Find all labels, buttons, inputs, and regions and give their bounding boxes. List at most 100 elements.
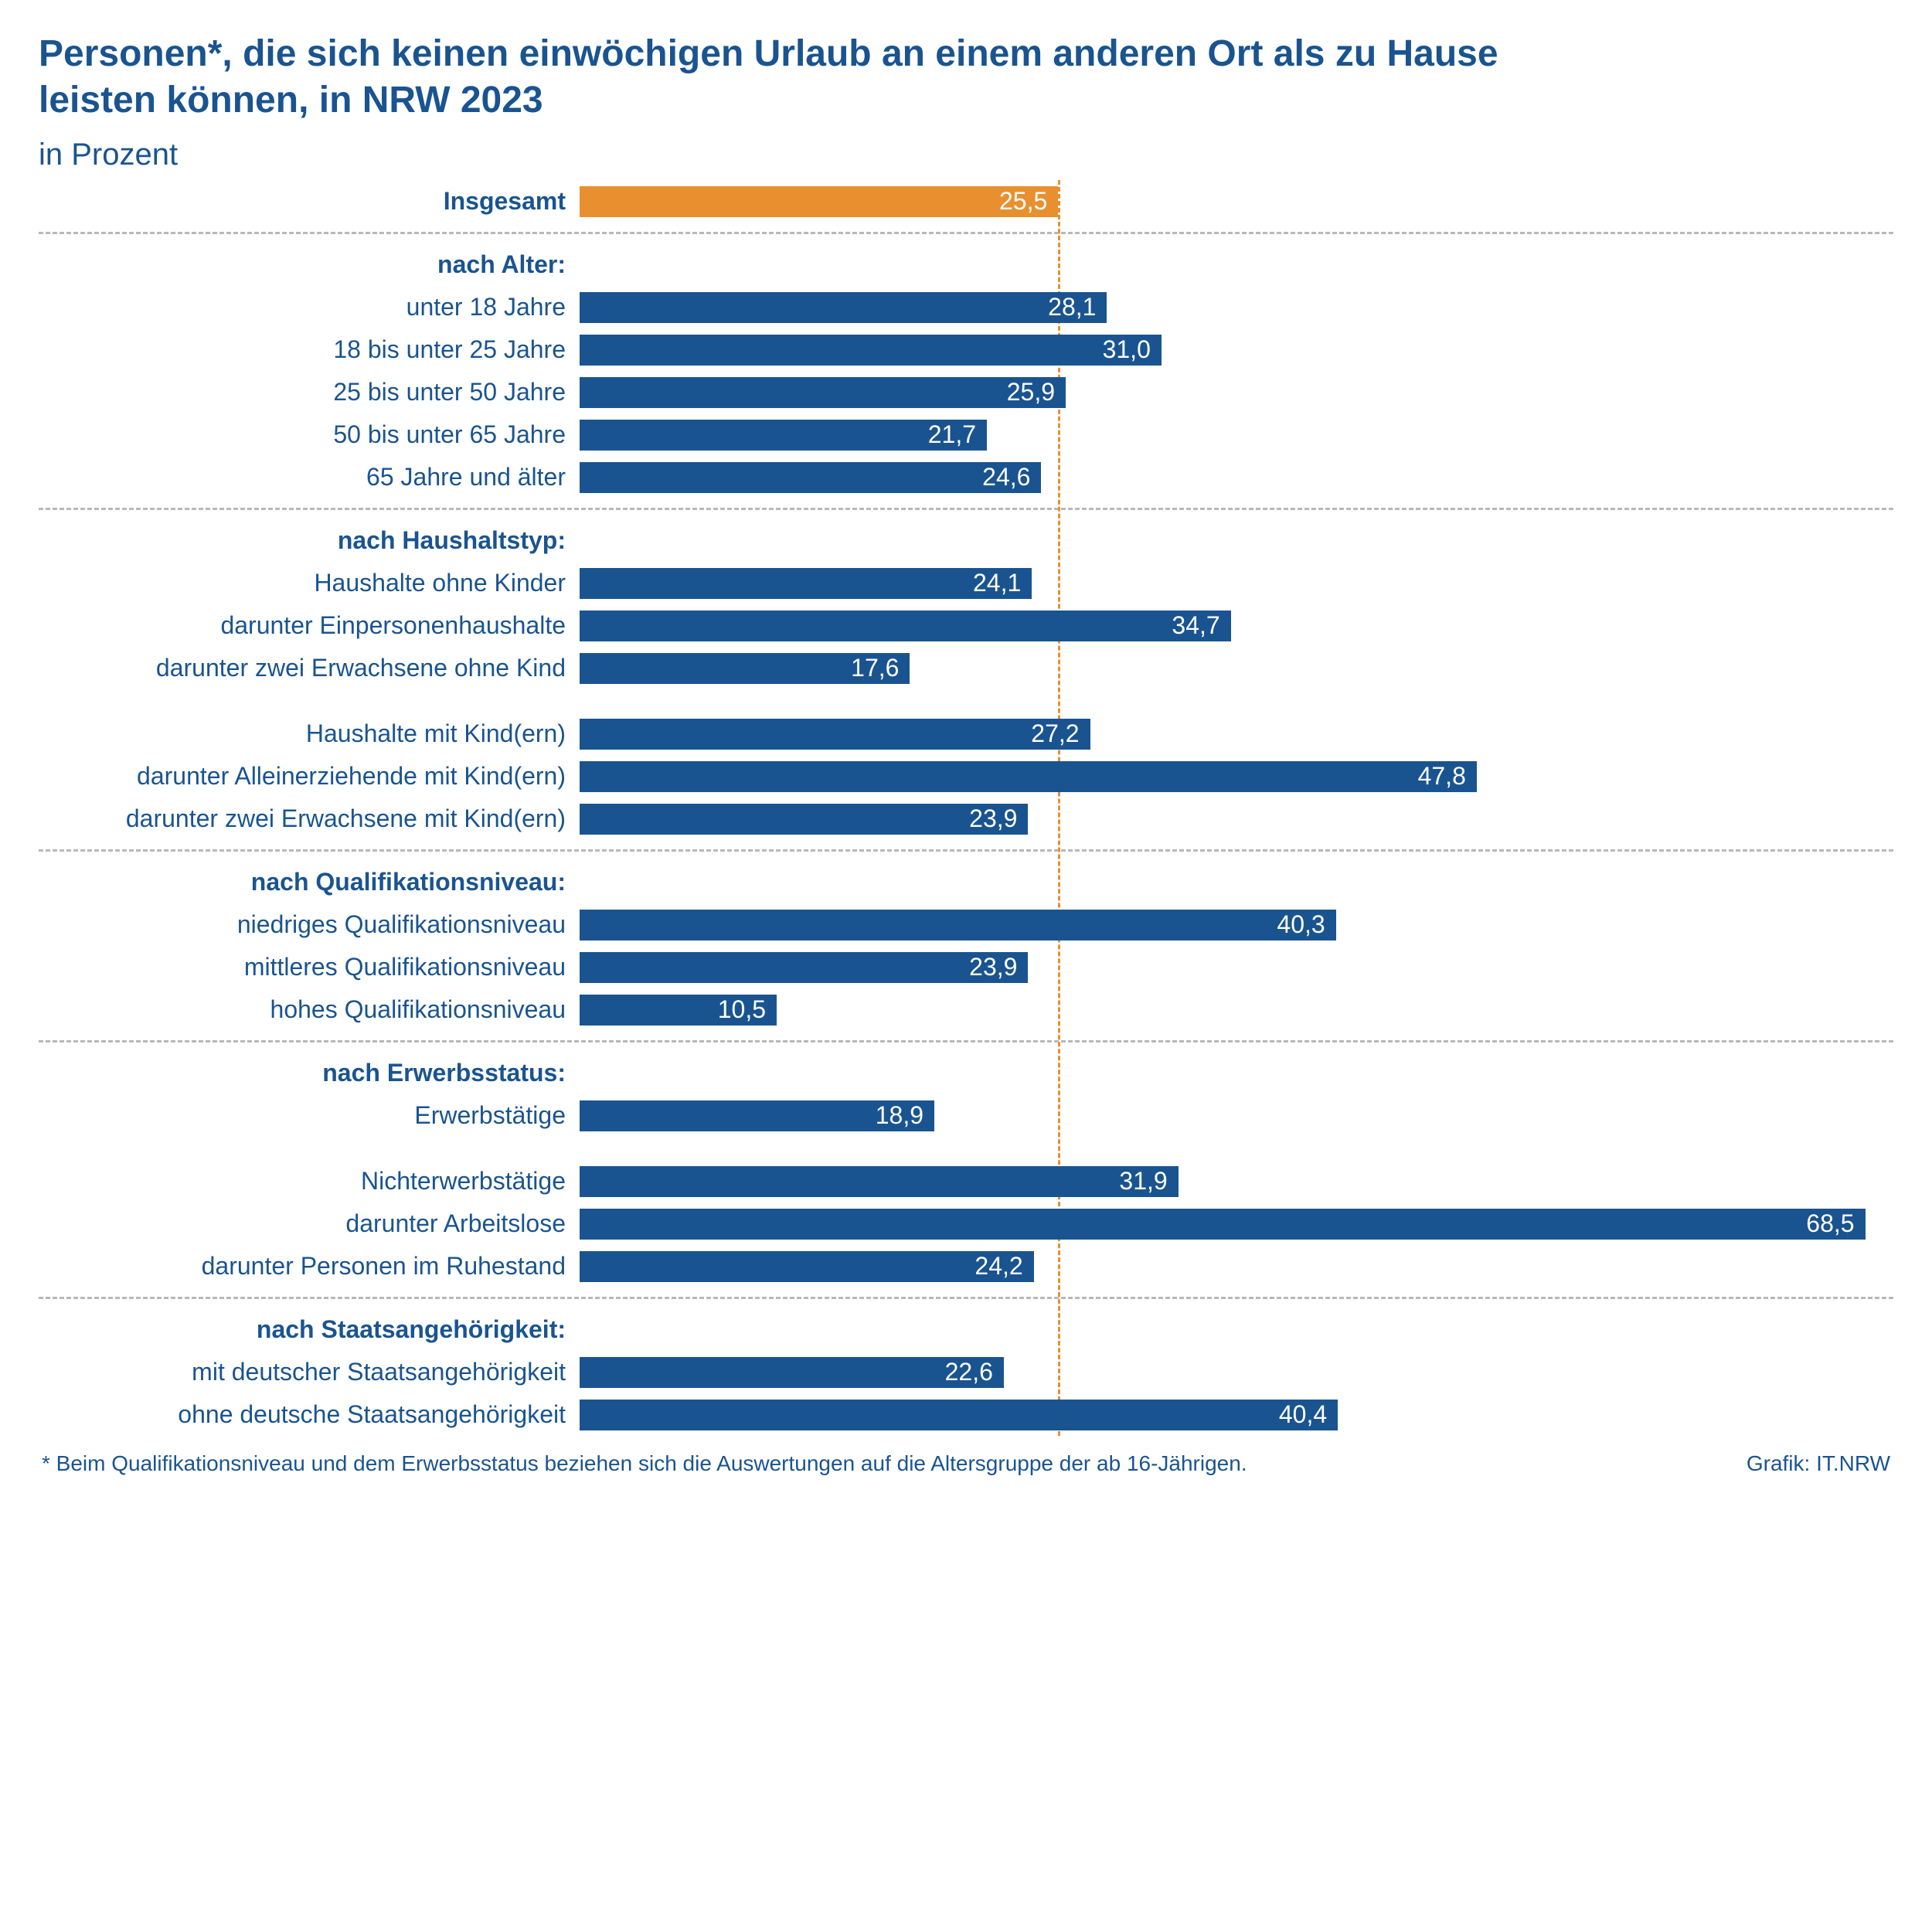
chart-title: Personen*, die sich keinen einwöchigen U…: [39, 31, 1893, 124]
bar-label: ohne deutsche Staatsangehörigkeit: [39, 1400, 580, 1429]
bar: 18,9: [580, 1100, 934, 1131]
section-header: nach Qualifikationsniveau:: [39, 868, 580, 896]
bar-label: niedriges Qualifikationsniveau: [39, 910, 580, 939]
bar: 21,7: [580, 420, 987, 451]
bar-track: 34,7: [580, 611, 1893, 641]
bar-track: 25,5: [580, 186, 1893, 217]
bar: 27,2: [580, 719, 1090, 750]
footnote: * Beim Qualifikationsniveau und dem Erwe…: [42, 1451, 1247, 1476]
bar: 34,7: [580, 611, 1231, 641]
bar: 24,2: [580, 1251, 1034, 1282]
section-header: nach Staatsangehörigkeit:: [39, 1315, 580, 1344]
bar-track: 47,8: [580, 761, 1893, 792]
bar-track: 24,2: [580, 1251, 1893, 1282]
bar: 23,9: [580, 952, 1028, 983]
bar-track: 25,9: [580, 377, 1893, 408]
bar-label: darunter Alleinerziehende mit Kind(ern): [39, 762, 580, 791]
bar-label: darunter zwei Erwachsene mit Kind(ern): [39, 804, 580, 833]
bar-track: 24,1: [580, 568, 1893, 599]
bar-track: 23,9: [580, 952, 1893, 983]
bar-track: 31,0: [580, 335, 1893, 366]
bar-track: 40,4: [580, 1400, 1893, 1430]
bar-value: 31,0: [1103, 335, 1151, 364]
bar-label: mittleres Qualifikationsniveau: [39, 953, 580, 981]
bar-label: Erwerbstätige: [39, 1101, 580, 1130]
bar-label: hohes Qualifikationsniveau: [39, 995, 580, 1024]
bar: 40,4: [580, 1400, 1338, 1430]
bar-value: 40,3: [1277, 910, 1325, 939]
bar-label: Insgesamt: [39, 187, 580, 216]
bar-value: 24,1: [973, 569, 1021, 597]
bar-label: Haushalte mit Kind(ern): [39, 719, 580, 748]
section-divider: [39, 508, 1893, 510]
bar-track: 40,3: [580, 910, 1893, 940]
title-line-2: leisten können, in NRW 2023: [39, 80, 543, 121]
bar-value: 22,6: [945, 1358, 993, 1386]
bar-value: 25,9: [1007, 378, 1055, 406]
bar-value: 34,7: [1172, 611, 1219, 640]
bar-label: darunter Einpersonenhaushalte: [39, 611, 580, 640]
bar-value: 31,9: [1119, 1167, 1167, 1196]
section-divider: [39, 1297, 1893, 1299]
bar-track: 28,1: [580, 292, 1893, 323]
bar-value: 68,5: [1806, 1209, 1854, 1238]
bar-value: 28,1: [1048, 293, 1096, 321]
bar-label: darunter Personen im Ruhestand: [39, 1252, 580, 1281]
title-line-1: Personen*, die sich keinen einwöchigen U…: [39, 33, 1498, 74]
section-divider: [39, 232, 1893, 234]
bar-value: 47,8: [1418, 762, 1466, 791]
bar-value: 25,5: [999, 187, 1047, 216]
section-header: nach Haushaltstyp:: [39, 526, 580, 555]
chart-subtitle: in Prozent: [39, 138, 1893, 172]
chart-footer: * Beim Qualifikationsniveau und dem Erwe…: [39, 1451, 1893, 1476]
bar-value: 24,6: [982, 463, 1030, 492]
section-divider: [39, 1040, 1893, 1043]
bar: 31,0: [580, 335, 1162, 366]
bar-label: darunter Arbeitslose: [39, 1209, 580, 1238]
bar-label: 65 Jahre und älter: [39, 463, 580, 492]
bar-value: 10,5: [718, 995, 766, 1024]
bar: 24,1: [580, 568, 1032, 599]
bar: 25,5: [580, 186, 1058, 217]
bar-value: 24,2: [975, 1252, 1022, 1281]
bar-label: darunter zwei Erwachsene ohne Kind: [39, 654, 580, 682]
bar: 17,6: [580, 653, 910, 684]
bar-value: 27,2: [1031, 719, 1079, 748]
bar-label: 25 bis unter 50 Jahre: [39, 378, 580, 406]
bar-track: 10,5: [580, 995, 1893, 1026]
bar-track: 18,9: [580, 1100, 1893, 1131]
section-header: nach Erwerbsstatus:: [39, 1059, 580, 1087]
bar: 10,5: [580, 995, 777, 1026]
bar-value: 18,9: [876, 1101, 923, 1130]
bar: 47,8: [580, 761, 1477, 792]
bar: 40,3: [580, 910, 1336, 940]
section-header: nach Alter:: [39, 250, 580, 279]
bar-value: 23,9: [969, 804, 1017, 833]
source-credit: Grafik: IT.NRW: [1747, 1451, 1890, 1476]
bar-value: 21,7: [928, 420, 976, 449]
section-divider: [39, 849, 1893, 852]
bar-track: 31,9: [580, 1166, 1893, 1197]
bar-track: 17,6: [580, 653, 1893, 684]
bar: 31,9: [580, 1166, 1179, 1197]
bar-track: 27,2: [580, 719, 1893, 750]
bar-label: Haushalte ohne Kinder: [39, 569, 580, 597]
bar-track: 24,6: [580, 462, 1893, 493]
bar: 22,6: [580, 1357, 1004, 1388]
bar-chart: Insgesamt 25,5 nach Alter: unter 18 Jahre 28…: [39, 180, 1893, 1436]
bar-label: 18 bis unter 25 Jahre: [39, 335, 580, 364]
bar-label: 50 bis unter 65 Jahre: [39, 420, 580, 449]
bar-label: mit deutscher Staatsangehörigkeit: [39, 1358, 580, 1386]
bar-track: 68,5: [580, 1209, 1893, 1240]
bar: 25,9: [580, 377, 1066, 408]
bar: 68,5: [580, 1209, 1866, 1240]
bar-value: 40,4: [1279, 1400, 1327, 1429]
bar-label: unter 18 Jahre: [39, 293, 580, 321]
bar-value: 23,9: [969, 953, 1017, 981]
bar-label: Nichterwerbstätige: [39, 1167, 580, 1196]
bar: 23,9: [580, 804, 1028, 835]
bar-track: 23,9: [580, 804, 1893, 835]
bar-value: 17,6: [851, 654, 899, 682]
bar-track: 21,7: [580, 420, 1893, 451]
bar-track: 22,6: [580, 1357, 1893, 1388]
